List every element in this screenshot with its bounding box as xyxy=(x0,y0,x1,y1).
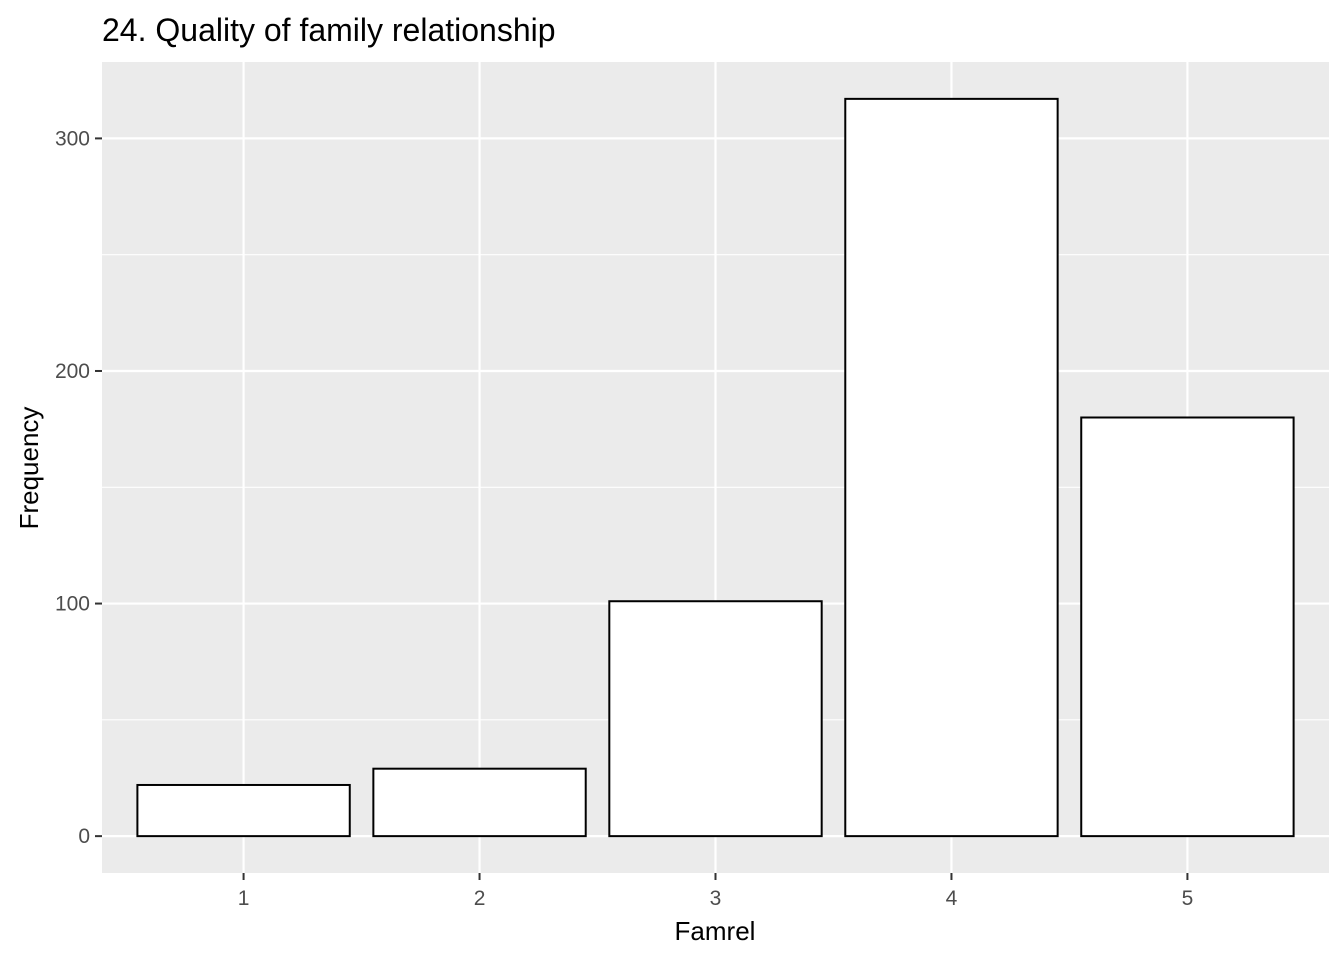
bars xyxy=(136,97,1295,838)
bar-2 xyxy=(372,767,587,838)
bar-3 xyxy=(608,600,823,838)
x-tick-label: 2 xyxy=(474,887,486,910)
x-tick-label: 5 xyxy=(1182,887,1194,910)
x-tick-label: 3 xyxy=(710,887,722,910)
chart-title: 24. Quality of family relationship xyxy=(102,12,556,48)
y-axis: 0 100 200 300 xyxy=(55,127,102,848)
bar-4 xyxy=(844,97,1059,838)
x-axis: 1 2 3 4 5 xyxy=(238,873,1194,910)
y-axis-title: Frequency xyxy=(14,407,44,530)
y-tick-label: 300 xyxy=(55,127,90,150)
x-tick-label: 1 xyxy=(238,887,250,910)
bar-1 xyxy=(136,783,351,838)
y-tick-label: 0 xyxy=(78,825,90,848)
bar-5 xyxy=(1080,416,1295,838)
x-axis-title: Famrel xyxy=(675,916,756,946)
y-tick-label: 200 xyxy=(55,360,90,383)
x-tick-label: 4 xyxy=(946,887,958,910)
y-tick-label: 100 xyxy=(55,593,90,616)
